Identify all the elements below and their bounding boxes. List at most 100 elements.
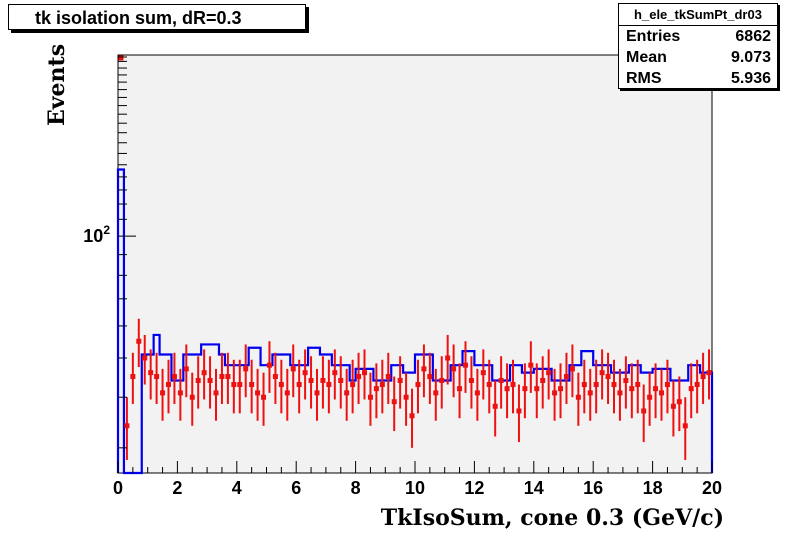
data-point	[320, 377, 326, 383]
data-point	[575, 394, 581, 400]
data-point	[552, 390, 558, 396]
data-point	[284, 390, 290, 396]
x-tick-label: 20	[702, 478, 722, 498]
data-point	[445, 355, 451, 361]
stat-label: Mean	[626, 49, 667, 66]
stat-value: 6862	[735, 28, 771, 45]
data-point	[688, 386, 694, 392]
data-point	[171, 374, 177, 380]
data-point	[492, 403, 498, 409]
x-tick-label: 18	[643, 478, 663, 498]
data-point	[362, 370, 368, 376]
data-point	[255, 390, 261, 396]
x-tick-label: 8	[351, 478, 361, 498]
data-point	[653, 386, 659, 392]
data-point	[587, 390, 593, 396]
data-point	[522, 386, 528, 392]
data-point	[373, 386, 379, 392]
stat-label: RMS	[626, 70, 662, 87]
x-tick-label: 6	[291, 478, 301, 498]
data-point	[468, 377, 474, 383]
data-point	[296, 382, 302, 388]
data-point	[415, 382, 421, 388]
stat-value: 5.936	[730, 70, 771, 87]
data-point	[599, 370, 605, 376]
data-point	[231, 382, 237, 388]
data-point	[332, 370, 338, 376]
data-point	[623, 377, 629, 383]
data-point	[148, 370, 154, 376]
data-point	[641, 408, 647, 414]
data-point	[219, 374, 225, 380]
plot-frame	[117, 54, 713, 474]
data-point	[694, 382, 700, 388]
data-point	[510, 382, 516, 388]
data-point	[700, 374, 706, 380]
x-tick-label: 4	[232, 478, 242, 498]
data-point	[433, 390, 439, 396]
data-point	[130, 374, 136, 380]
data-point	[409, 413, 415, 419]
data-point	[593, 382, 599, 388]
y-tick-label: 102	[83, 223, 110, 246]
data-point	[581, 382, 587, 388]
stat-value: 9.073	[730, 49, 771, 66]
series-histogram	[116, 168, 714, 475]
x-tick-label: 12	[464, 478, 484, 498]
data-point	[569, 366, 575, 372]
data-point	[670, 403, 676, 409]
data-point	[195, 377, 201, 383]
data-point	[563, 374, 569, 380]
data-point	[439, 377, 445, 383]
data-point	[504, 386, 510, 392]
stats-histogram-name: h_ele_tkSumPt_dr03	[619, 4, 777, 26]
data-point	[278, 382, 284, 388]
data-point	[237, 382, 243, 388]
data-point	[682, 423, 688, 429]
data-point	[142, 355, 148, 361]
data-point	[659, 390, 665, 396]
data-point	[165, 382, 171, 388]
data-point	[290, 366, 296, 372]
data-point	[272, 374, 278, 380]
data-point	[486, 382, 492, 388]
data-point	[397, 377, 403, 383]
data-point	[403, 394, 409, 400]
data-point	[474, 390, 480, 396]
x-tick-label: 16	[583, 478, 603, 498]
data-point	[480, 370, 486, 376]
data-point	[308, 377, 314, 383]
y-axis-title: Events	[44, 44, 70, 126]
x-axis-title: TkIsoSum, cone 0.3 (GeV/c)	[381, 505, 724, 531]
data-point	[344, 390, 350, 396]
data-point	[356, 374, 362, 380]
data-point	[177, 390, 183, 396]
data-point	[451, 366, 457, 372]
data-point	[189, 394, 195, 400]
data-point	[207, 377, 213, 383]
stat-label: Entries	[626, 28, 681, 45]
data-point	[427, 374, 433, 380]
data-point	[243, 366, 249, 372]
data-point	[350, 382, 356, 388]
data-point	[676, 399, 682, 405]
axes: 0 2 4 6 8 10 12 14 16 18 20 102	[83, 56, 722, 498]
stat-row-entries: Entries 6862	[619, 26, 777, 47]
data-point	[124, 423, 130, 429]
data-point	[605, 374, 611, 380]
data-point	[540, 377, 546, 383]
series-points	[118, 55, 712, 460]
x-tick-label: 14	[524, 478, 544, 498]
data-point	[629, 386, 635, 392]
data-point	[611, 382, 617, 388]
data-point	[528, 362, 534, 368]
data-point	[136, 338, 142, 344]
data-point	[385, 374, 391, 380]
data-point	[558, 386, 564, 392]
stat-row-rms: RMS 5.936	[619, 68, 777, 89]
data-point	[266, 362, 272, 368]
data-point	[391, 399, 397, 405]
data-point	[338, 377, 344, 383]
data-point	[154, 374, 160, 380]
x-tick-label: 2	[172, 478, 182, 498]
